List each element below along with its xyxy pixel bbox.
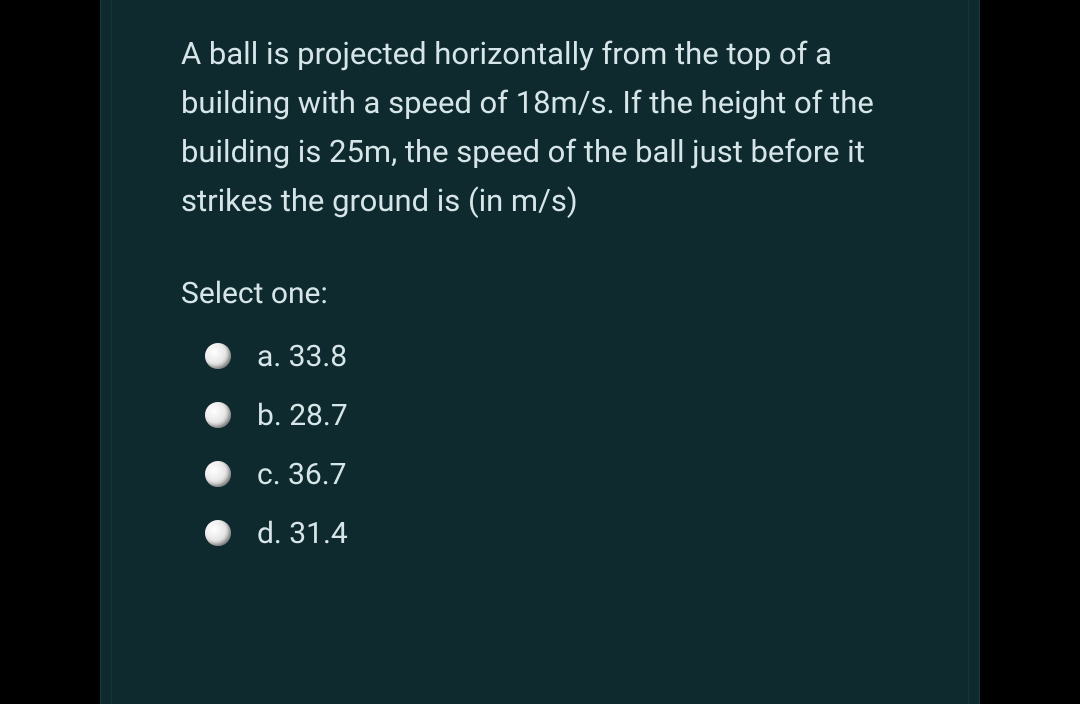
radio-icon[interactable] [205, 461, 231, 487]
option-d[interactable]: d. 31.4 [205, 516, 919, 551]
question-panel: A ball is projected horizontally from th… [100, 0, 980, 704]
option-c[interactable]: c. 36.7 [205, 457, 919, 492]
radio-icon[interactable] [205, 343, 231, 369]
option-b-label: b. 28.7 [257, 398, 348, 433]
option-a-label: a. 33.8 [257, 339, 347, 374]
option-d-label: d. 31.4 [257, 516, 348, 551]
option-c-label: c. 36.7 [257, 457, 347, 492]
question-text: A ball is projected horizontally from th… [161, 30, 919, 226]
option-list: a. 33.8 b. 28.7 c. 36.7 d. 31.4 [161, 339, 919, 551]
option-b[interactable]: b. 28.7 [205, 398, 919, 433]
select-one-label: Select one: [161, 276, 919, 311]
radio-icon[interactable] [205, 402, 231, 428]
option-a[interactable]: a. 33.8 [205, 339, 919, 374]
radio-icon[interactable] [205, 520, 231, 546]
